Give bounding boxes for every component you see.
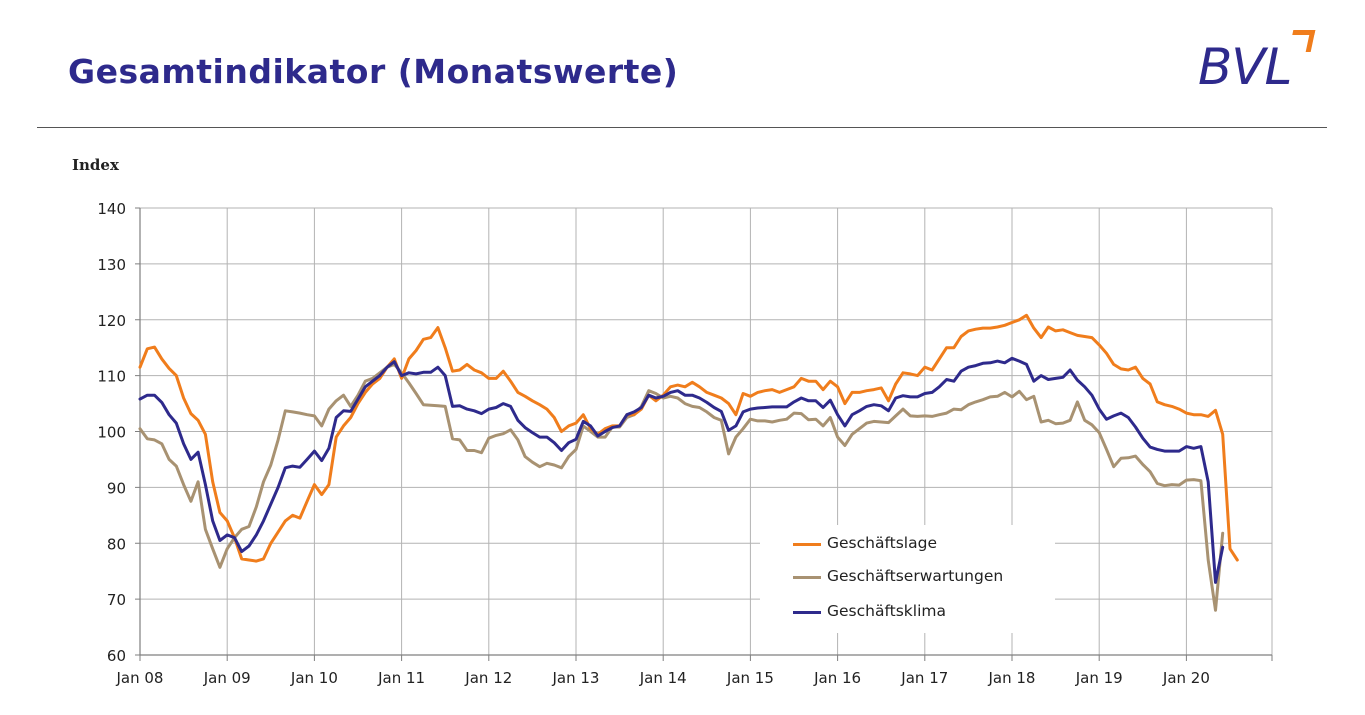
- x-tick-label: Jan 19: [1075, 669, 1123, 687]
- series-line-geschaeftslage: [138, 313, 1239, 563]
- x-tick-label: Jan 14: [639, 669, 687, 687]
- chart-legend: Geschäftslage Geschäftserwartungen Gesch…: [760, 525, 1055, 633]
- y-tick-label: 60: [107, 647, 126, 665]
- logo-text: BVL: [1198, 38, 1292, 96]
- series-line-geschaeftserwartungen: [138, 362, 1225, 612]
- x-tick-label: Jan 12: [464, 669, 512, 687]
- y-tick-label: 100: [97, 424, 126, 442]
- bvl-logo: BVL: [1195, 30, 1325, 96]
- y-tick-label: 140: [97, 200, 126, 218]
- x-tick-label: Jan 09: [203, 669, 251, 687]
- series-line-geschaeftsklima: [138, 356, 1225, 584]
- legend-swatch-geschaeftserwartungen: [793, 576, 821, 579]
- legend-label-geschaeftsklima: Geschäftsklima: [827, 602, 946, 620]
- x-tick-label: Jan 16: [813, 669, 861, 687]
- legend-label-geschaeftserwartungen: Geschäftserwartungen: [827, 567, 1004, 585]
- y-tick-label: 120: [97, 312, 126, 330]
- y-tick-label: 90: [107, 479, 126, 497]
- x-tick-label: Jan 11: [377, 669, 425, 687]
- x-tick-label: Jan 20: [1162, 669, 1210, 687]
- y-tick-label: 130: [97, 256, 126, 274]
- y-axis-label: Index: [72, 156, 119, 174]
- page-title: Gesamtindikator (Monatswerte): [68, 52, 679, 91]
- header-divider: [37, 127, 1327, 128]
- x-tick-label: Jan 15: [726, 669, 774, 687]
- x-tick-label: Jan 13: [552, 669, 600, 687]
- legend-label-geschaeftslage: Geschäftslage: [827, 534, 937, 552]
- x-tick-label: Jan 17: [900, 669, 948, 687]
- legend-swatch-geschaeftsklima: [793, 611, 821, 614]
- x-tick-label: Jan 08: [116, 669, 164, 687]
- x-tick-label: Jan 10: [290, 669, 338, 687]
- y-tick-label: 110: [97, 368, 126, 386]
- y-tick-label: 70: [107, 591, 126, 609]
- x-tick-label: Jan 18: [988, 669, 1036, 687]
- legend-swatch-geschaeftslage: [793, 543, 821, 546]
- y-tick-label: 80: [107, 535, 126, 553]
